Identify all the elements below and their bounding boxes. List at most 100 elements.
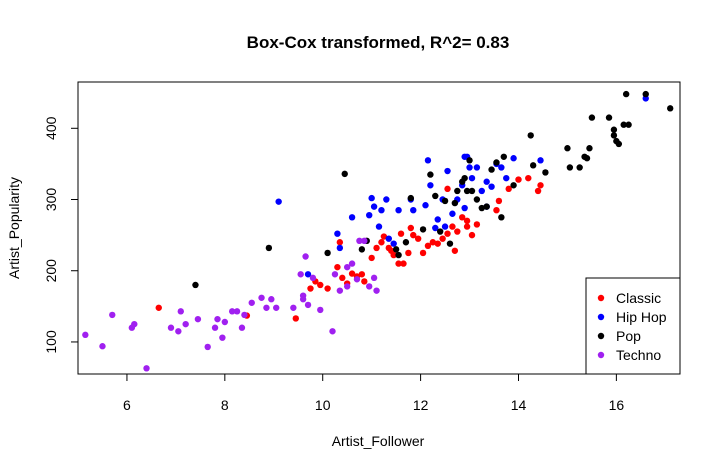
point-pop [493,159,500,166]
point-classic [454,228,461,235]
point-hip-hop [422,202,429,209]
point-techno [248,299,255,306]
point-techno [143,365,150,372]
point-classic [429,239,437,246]
point-hip-hop [390,240,397,247]
point-techno [109,311,116,319]
legend: Classic Hip Hop Pop Techno [585,277,681,375]
point-hip-hop [366,211,373,219]
point-pop [483,203,490,210]
point-pop [667,105,674,112]
point-hip-hop [498,164,505,171]
point-classic [317,281,324,289]
legend-label: Hip Hop [616,309,667,325]
point-techno [204,343,211,351]
point-techno [241,311,248,319]
point-pop [461,174,468,182]
y-tick-label: 300 [43,188,59,212]
point-hip-hop [473,164,481,171]
point-techno [131,320,138,328]
point-classic [451,247,459,254]
point-classic [380,233,388,240]
point-pop [610,126,618,133]
point-hip-hop [385,235,392,242]
point-classic [444,230,451,237]
point-pop [605,114,613,121]
point-pop [498,214,505,221]
point-techno [336,287,344,294]
point-classic [495,197,503,205]
point-hip-hop [304,271,312,278]
point-techno [233,308,241,315]
point-pop [407,194,415,202]
point-hip-hop [441,223,449,230]
point-pop [436,228,444,235]
x-tick-label: 12 [413,397,429,413]
point-classic [419,249,427,257]
point-classic [155,304,162,311]
point-hip-hop [334,230,341,237]
point-hip-hop [424,157,432,164]
point-classic [444,185,451,193]
point-pop [402,239,410,246]
point-hip-hop [434,216,441,223]
point-pop [358,246,366,253]
point-hip-hop [478,187,485,195]
legend-label: Pop [616,328,641,344]
point-pop [620,121,627,128]
point-hip-hop [432,224,439,232]
point-techno [258,294,265,301]
point-techno [221,318,229,326]
point-classic [368,254,375,262]
point-techno [214,315,221,323]
point-classic [463,223,471,230]
point-pop [395,251,402,259]
point-techno [99,343,106,350]
point-hip-hop [383,196,390,203]
chart-title: Box-Cox transformed, R^2= 0.83 [247,33,510,52]
point-pop [488,166,495,173]
point-pop [463,187,471,195]
point-pop [441,197,449,205]
point-pop [583,155,591,162]
point-pop [341,170,348,178]
point-pop [588,114,596,121]
point-pop [576,164,583,171]
point-techno [177,308,184,315]
data-points [82,90,674,372]
x-tick-label: 16 [609,397,625,413]
point-hip-hop [370,203,378,210]
point-hip-hop [537,157,544,164]
point-techno [290,304,297,311]
point-pop [466,157,473,164]
point-pop [610,132,618,139]
x-tick-label: 6 [123,397,131,413]
x-tick-label: 8 [221,397,229,413]
point-classic [400,260,407,267]
point-classic [414,235,422,242]
point-hip-hop [468,174,476,182]
point-hip-hop [336,244,344,252]
point-hip-hop [375,223,383,230]
legend-label: Techno [616,347,661,363]
x-axis-label: Artist_Follower [332,433,425,449]
point-techno [343,263,351,271]
point-techno [299,296,307,303]
point-pop [324,249,331,257]
point-techno [167,324,175,331]
point-classic [324,285,331,292]
point-hip-hop [449,210,456,217]
point-hip-hop [488,183,495,190]
point-techno [353,276,361,283]
point-pop [478,204,485,212]
y-axis: 100 200 300 400 [43,116,79,354]
point-classic [397,230,405,237]
point-hip-hop [348,214,356,221]
point-pop [446,240,454,247]
point-hip-hop [368,194,375,202]
point-pop [527,132,534,139]
point-techno [263,304,270,311]
point-techno [309,274,317,282]
point-classic [339,274,346,282]
point-hip-hop [483,178,490,185]
